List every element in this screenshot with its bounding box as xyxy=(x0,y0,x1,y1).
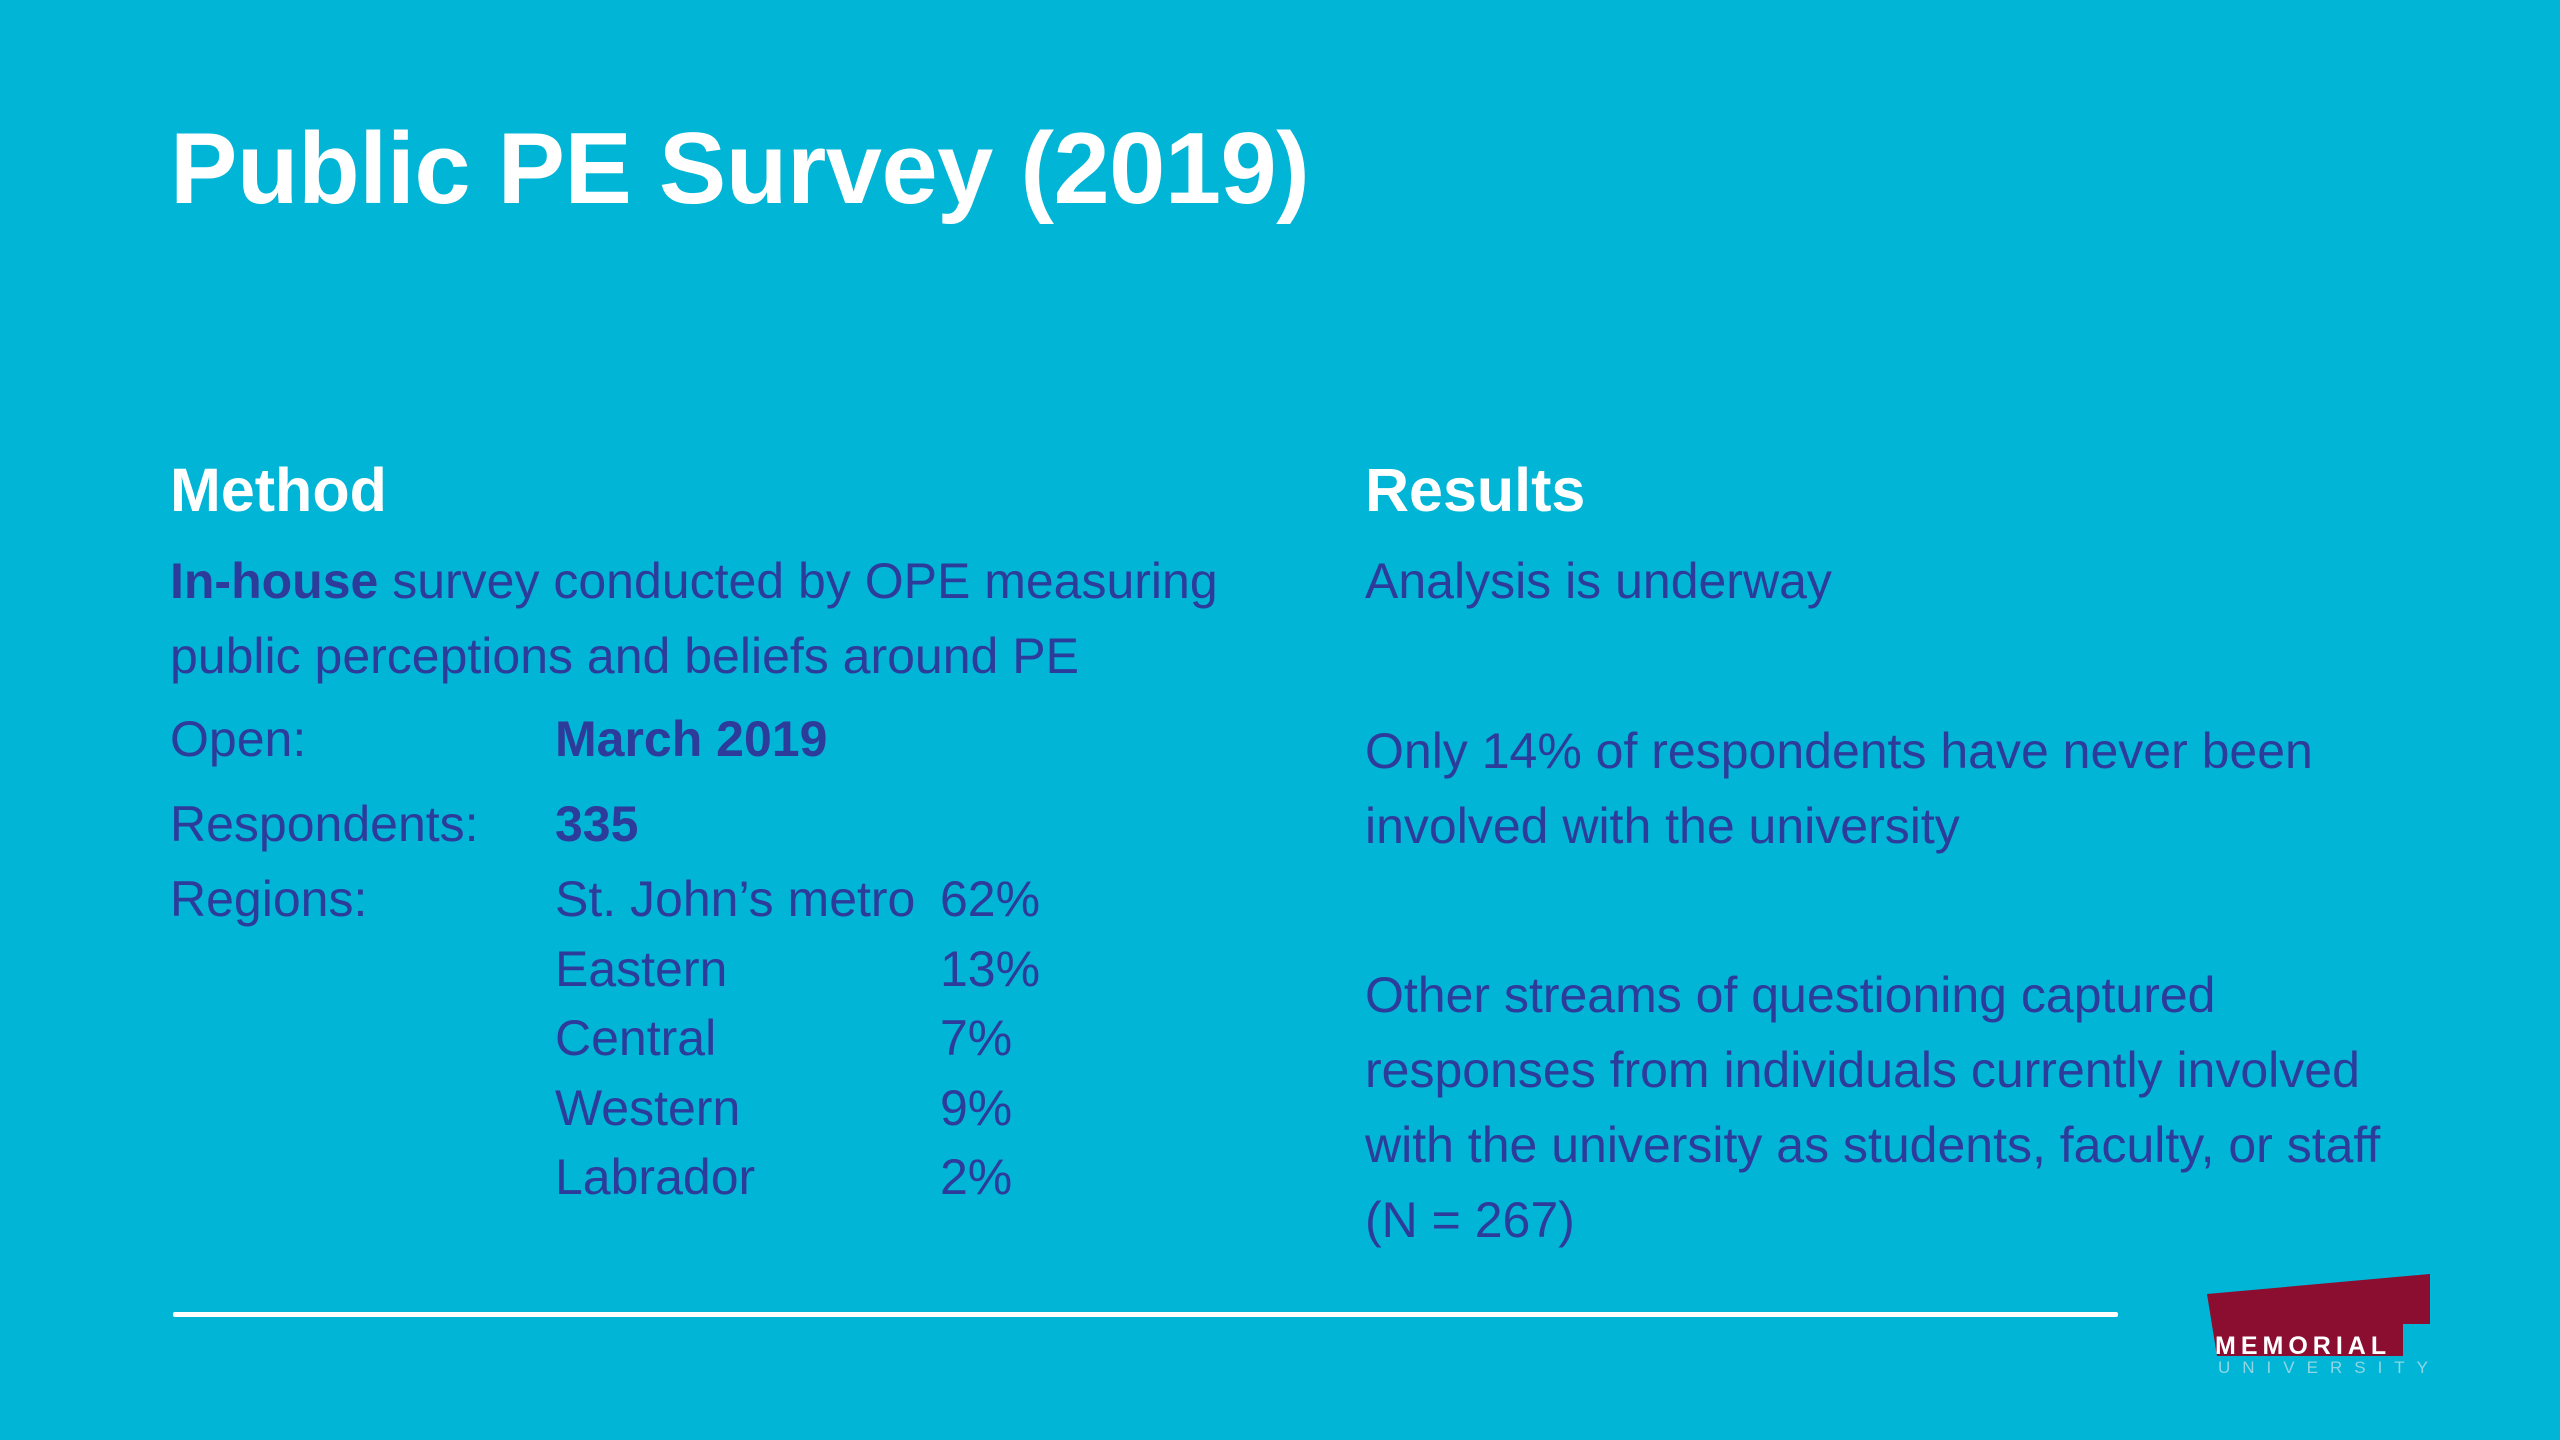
result-item: Analysis is underway xyxy=(1365,553,1832,609)
region-percent: 9% xyxy=(940,1079,1013,1136)
method-intro-bold: In-house xyxy=(170,553,379,609)
region-row: St. John’s metro 62% xyxy=(555,862,1155,932)
region-percent: 2% xyxy=(940,1149,1013,1205)
region-name: Labrador xyxy=(555,1149,756,1205)
respondents-value: 335 xyxy=(555,796,639,852)
footer-divider xyxy=(173,1312,2118,1317)
region-row: Eastern 13% xyxy=(555,932,1155,1002)
results-heading: Results xyxy=(1365,456,1586,524)
logo-subtitle: UNIVERSITY xyxy=(2218,1358,2441,1377)
region-percent: 7% xyxy=(940,1010,1013,1066)
regions-block: Regions: St. John’s metro 62% Eastern 13… xyxy=(170,871,1300,1232)
region-name: Eastern xyxy=(555,940,728,997)
respondents-row: Respondents: 335 xyxy=(170,787,1300,872)
method-intro-text: survey conducted by OPE measuring public… xyxy=(170,553,1218,684)
method-column: Method In-house survey conducted by OPE … xyxy=(170,450,1300,1232)
method-intro: In-house survey conducted by OPE measuri… xyxy=(170,544,1300,694)
respondents-label: Respondents: xyxy=(170,796,479,852)
open-label: Open: xyxy=(170,711,307,767)
regions-label: Regions: xyxy=(170,871,368,927)
region-percent: 13% xyxy=(940,940,1041,997)
slide-title: Public PE Survey (2019) xyxy=(170,113,1310,225)
region-name: Western xyxy=(555,1079,741,1136)
open-row: Open: March 2019 xyxy=(170,702,1300,787)
logo-shape xyxy=(2207,1274,2430,1356)
region-row: Western 9% xyxy=(555,1071,1155,1141)
results-column: Results Analysis is underway Only 14% of… xyxy=(1365,450,2425,1248)
region-name: Central xyxy=(555,1010,717,1066)
result-item: Other streams of questioning captured re… xyxy=(1365,967,2381,1248)
result-item: Only 14% of respondents have never been … xyxy=(1365,723,2313,854)
region-row: Central 7% xyxy=(555,1001,1155,1071)
region-name: St. John’s metro xyxy=(555,871,916,927)
region-percent: 62% xyxy=(940,871,1041,927)
region-list: St. John’s metro 62% Eastern 13% Central… xyxy=(555,862,1155,1210)
open-value: March 2019 xyxy=(555,711,828,767)
memorial-university-logo: MEMORIAL UNIVERSITY xyxy=(2205,1272,2435,1382)
logo-wordmark: MEMORIAL xyxy=(2215,1332,2392,1360)
method-heading: Method xyxy=(170,456,387,524)
region-row: Labrador 2% xyxy=(555,1140,1155,1210)
